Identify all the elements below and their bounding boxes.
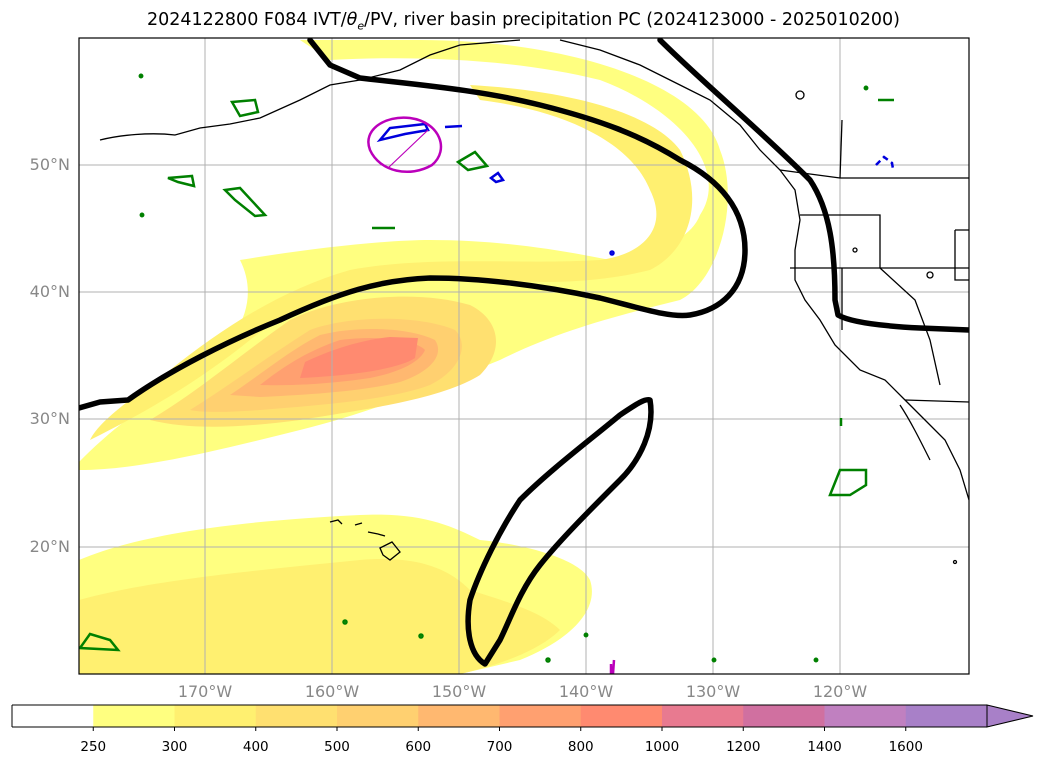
pv-contours: [79, 38, 969, 667]
colorbar-segment: [255, 705, 338, 727]
colorbar-tick-label: 600: [405, 739, 432, 755]
colorbar-tick-label: 250: [80, 739, 107, 755]
colorbar-tick-label: 700: [486, 739, 513, 755]
colorbar-segment: [174, 705, 257, 727]
precip-magenta-contours: [367, 116, 616, 674]
ivt-filled-contours: [79, 40, 728, 674]
colorbar-segment: [12, 705, 94, 727]
colorbar-segment: [905, 705, 988, 727]
colorbar-tick-label: 1000: [644, 739, 680, 755]
lat-label-30: 30°N: [29, 409, 70, 428]
lon-label-170w: 170°W: [177, 682, 233, 701]
lat-label-20: 20°N: [29, 537, 70, 556]
lon-label-130w: 130°W: [685, 682, 741, 701]
pv-contour-east: [657, 38, 969, 333]
colorbar-tick-label: 1600: [888, 739, 923, 755]
chart-title: 2024122800 F084 IVT/θe/PV, river basin p…: [146, 10, 901, 33]
colorbar-segment: [580, 705, 663, 727]
colorbar-tick-label: 400: [242, 739, 269, 755]
lon-label-120w: 120°W: [812, 682, 868, 701]
colorbar-segment: [662, 705, 744, 727]
islands: [329, 90, 958, 565]
ivt-contour-300-south: [79, 559, 560, 674]
colorbar: [11, 704, 1034, 731]
colorbar-extend-arrow: [986, 704, 1034, 728]
lon-label-150w: 150°W: [431, 682, 487, 701]
lat-label-40: 40°N: [29, 282, 70, 301]
lon-label-160w: 160°W: [304, 682, 360, 701]
colorbar-segment: [499, 705, 582, 727]
colorbar-tick-label: 500: [324, 739, 350, 755]
colorbar-tick-label: 300: [161, 739, 188, 755]
colorbar-segment: [93, 705, 175, 727]
pv-contour-north: [79, 38, 748, 411]
plot-frame: [78, 37, 970, 675]
precip-green-contours: [79, 73, 894, 663]
lat-label-50: 50°N: [29, 155, 70, 174]
pv-contour-loop: [465, 396, 654, 667]
colorbar-segment: [418, 705, 500, 727]
coastlines: [99, 39, 969, 501]
precip-blue-contours: [376, 122, 895, 256]
colorbar-tick-label: 1200: [726, 739, 761, 755]
ivt-contour-300: [90, 85, 693, 440]
lon-label-140w: 140°W: [558, 682, 614, 701]
colorbar-segment: [824, 705, 907, 727]
ivt-contour-800: [300, 337, 418, 378]
colorbar-segment: [337, 705, 419, 727]
colorbar-tick-label: 1400: [807, 739, 842, 755]
colorbar-segment: [743, 705, 825, 727]
colorbar-tick-label: 800: [567, 739, 594, 755]
